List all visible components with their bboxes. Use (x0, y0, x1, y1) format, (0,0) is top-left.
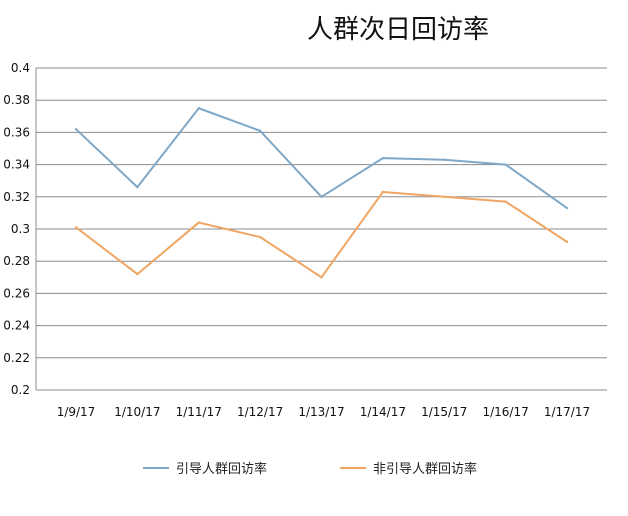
legend-label: 非引导人群回访率 (373, 461, 477, 477)
data-point (320, 276, 323, 279)
data-point (258, 235, 262, 239)
data-point (504, 163, 507, 166)
data-point (443, 195, 446, 198)
data-point (74, 226, 78, 229)
y-tick-label: 0.36 (3, 125, 30, 139)
y-tick-label: 0.22 (3, 351, 30, 365)
x-tick-label: 1/13/17 (298, 405, 344, 419)
data-point (136, 272, 139, 276)
grid-lines (35, 67, 607, 391)
legend-item: 非引导人群回访率 (340, 461, 477, 477)
data-point (443, 158, 446, 161)
x-tick-label: 1/16/17 (482, 405, 528, 419)
series-line (75, 190, 568, 279)
data-point (197, 107, 200, 110)
data-point (136, 185, 139, 189)
y-tick-label: 0.32 (3, 190, 30, 204)
x-tick-label: 1/14/17 (360, 405, 406, 419)
y-tick-label: 0.4 (11, 61, 30, 75)
chart-title: 人群次日回访率 (307, 15, 489, 45)
y-tick-label: 0.26 (3, 286, 30, 300)
y-tick-label: 0.2 (11, 383, 30, 397)
series-lines (74, 107, 569, 279)
data-point (258, 129, 262, 132)
data-point (74, 127, 78, 131)
y-tick-label: 0.3 (11, 222, 30, 236)
legend-item: 引导人群回访率 (143, 461, 267, 477)
x-tick-labels: 1/9/17 1/10/17 1/11/17 1/12/17 1/13/17 1/14/1… (57, 405, 590, 419)
data-point (381, 190, 385, 194)
series-line (75, 107, 568, 209)
data-point (565, 240, 569, 244)
legend-label: 引导人群回访率 (176, 461, 267, 477)
x-tick-label: 1/9/17 (57, 405, 96, 419)
x-tick-label: 1/15/17 (421, 405, 467, 419)
x-tick-label: 1/10/17 (114, 405, 160, 419)
data-point (197, 221, 200, 224)
data-point (381, 156, 385, 160)
data-point (504, 200, 507, 203)
x-tick-label: 1/11/17 (176, 405, 222, 419)
x-tick-label: 1/17/17 (544, 405, 590, 419)
series-2 (74, 190, 569, 279)
y-tick-label: 0.34 (3, 158, 30, 172)
y-tick-label: 0.24 (3, 319, 30, 333)
legend: 引导人群回访率 非引导人群回访率 (143, 461, 477, 477)
y-tick-label: 0.38 (3, 93, 30, 107)
data-point (320, 195, 323, 198)
x-tick-label: 1/12/17 (237, 405, 283, 419)
series-1 (74, 107, 569, 210)
y-tick-label: 0.28 (3, 254, 30, 268)
data-point (565, 206, 569, 210)
y-tick-labels: 0.2 0.22 0.24 0.26 0.28 0.3 0.32 0.34 0.36 0.38 0.… (3, 61, 30, 397)
